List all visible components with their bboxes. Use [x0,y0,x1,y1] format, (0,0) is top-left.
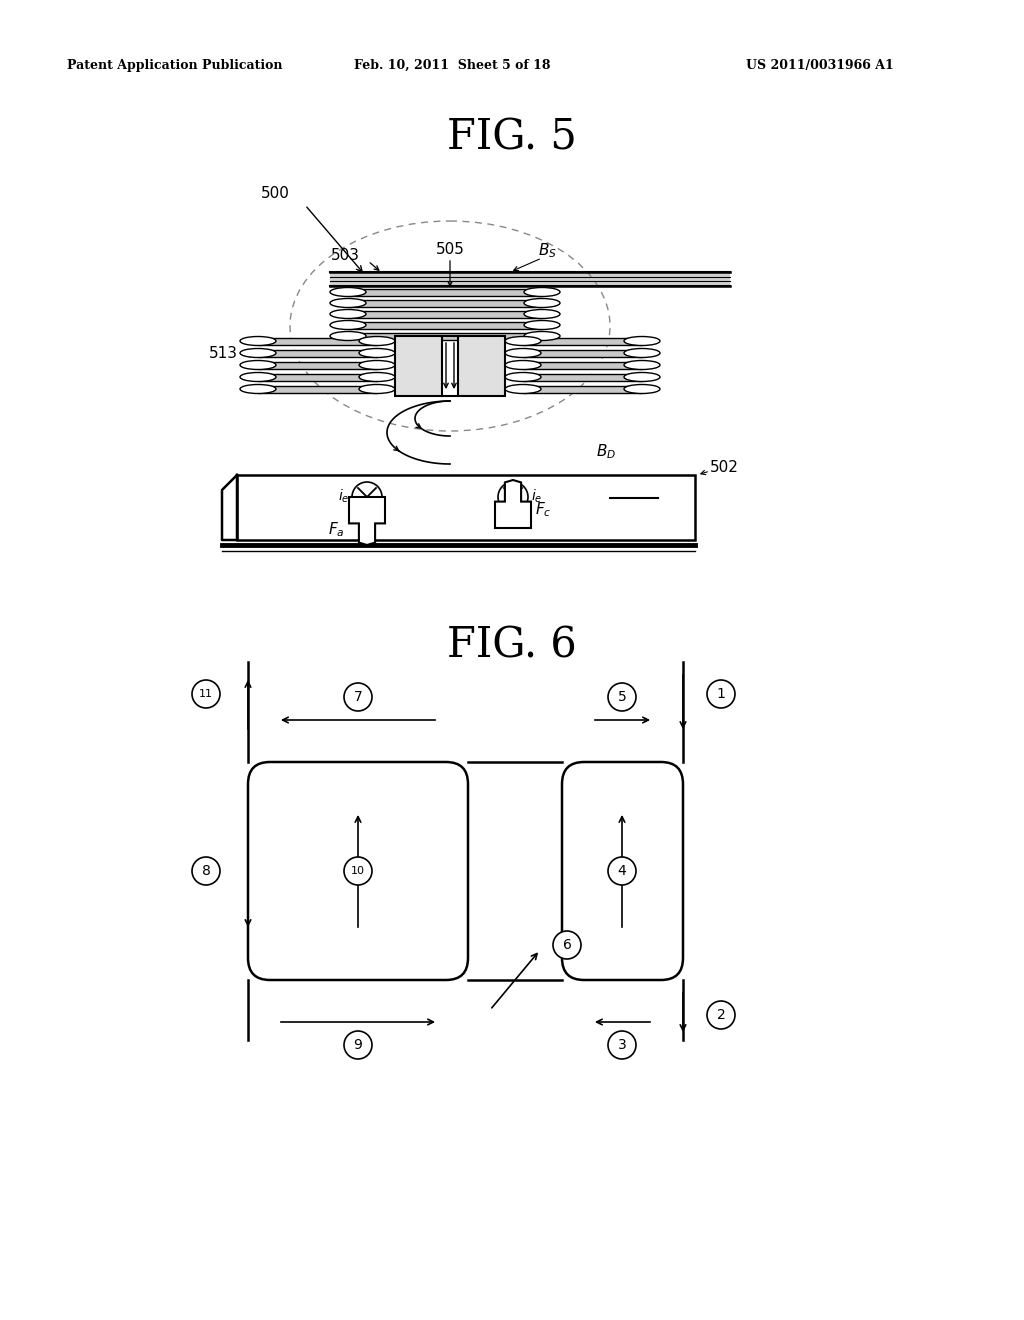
Ellipse shape [624,384,660,393]
Text: $F_a$: $F_a$ [329,520,345,540]
Ellipse shape [524,298,560,308]
Ellipse shape [624,348,660,358]
Text: 2: 2 [717,1008,725,1022]
Bar [523,350,642,356]
Bar [523,385,642,392]
Ellipse shape [240,360,276,370]
Text: 9: 9 [353,1038,362,1052]
Ellipse shape [505,372,541,381]
Bar [348,300,542,306]
Ellipse shape [330,298,366,308]
Ellipse shape [524,331,560,341]
Text: 3: 3 [617,1038,627,1052]
Ellipse shape [505,384,541,393]
Ellipse shape [330,331,366,341]
Ellipse shape [240,384,276,393]
Text: 8: 8 [202,865,211,878]
Text: 7: 7 [353,690,362,704]
Bar [458,337,505,396]
Circle shape [344,682,372,711]
Text: 513: 513 [209,346,238,360]
Circle shape [553,931,581,960]
Bar [258,350,377,356]
Text: FIG. 5: FIG. 5 [447,117,577,158]
Ellipse shape [524,321,560,330]
Bar [258,374,377,380]
Text: 4: 4 [617,865,627,878]
Circle shape [608,857,636,884]
Ellipse shape [359,348,395,358]
Text: 6: 6 [562,939,571,952]
Text: 1: 1 [717,686,725,701]
Ellipse shape [240,348,276,358]
Circle shape [352,482,382,512]
Circle shape [344,1031,372,1059]
Text: $i_e$: $i_e$ [338,487,349,504]
Bar [523,362,642,368]
Bar [258,362,377,368]
Circle shape [707,1001,735,1030]
Circle shape [193,680,220,708]
Polygon shape [349,498,385,545]
Text: $i_e$: $i_e$ [531,487,543,504]
Ellipse shape [330,321,366,330]
Ellipse shape [330,288,366,297]
Ellipse shape [524,288,560,297]
Ellipse shape [359,360,395,370]
Text: US 2011/0031966 A1: US 2011/0031966 A1 [746,58,894,71]
Bar [395,337,442,396]
Text: $F_c$: $F_c$ [535,500,552,519]
Ellipse shape [359,337,395,346]
Ellipse shape [624,372,660,381]
FancyBboxPatch shape [248,762,468,979]
FancyBboxPatch shape [237,475,695,540]
Ellipse shape [359,384,395,393]
Polygon shape [495,480,531,528]
Text: 505: 505 [435,242,465,256]
Text: $B_D$: $B_D$ [596,442,616,462]
Circle shape [498,482,528,512]
Text: 502: 502 [710,461,739,475]
Ellipse shape [624,337,660,346]
Bar [523,374,642,380]
Bar [258,385,377,392]
Ellipse shape [505,360,541,370]
Circle shape [344,857,372,884]
Text: 500: 500 [261,186,290,201]
Bar [348,289,542,296]
Bar [258,338,377,345]
Text: 503: 503 [331,248,360,264]
Circle shape [193,857,220,884]
Text: Feb. 10, 2011  Sheet 5 of 18: Feb. 10, 2011 Sheet 5 of 18 [353,58,550,71]
Ellipse shape [524,309,560,318]
Text: 10: 10 [351,866,365,876]
Ellipse shape [505,337,541,346]
Ellipse shape [359,372,395,381]
Text: FIG. 6: FIG. 6 [447,624,577,667]
Text: 11: 11 [199,689,213,700]
Circle shape [707,680,735,708]
Circle shape [608,682,636,711]
Bar [348,310,542,318]
Ellipse shape [624,360,660,370]
Ellipse shape [330,309,366,318]
Bar [523,338,642,345]
Polygon shape [222,475,237,540]
Ellipse shape [505,348,541,358]
Bar [348,333,542,339]
Text: $B_S$: $B_S$ [538,242,557,260]
Text: 5: 5 [617,690,627,704]
Ellipse shape [240,337,276,346]
Bar [348,322,542,329]
Ellipse shape [240,372,276,381]
Bar [330,272,730,286]
Circle shape [608,1031,636,1059]
Text: Patent Application Publication: Patent Application Publication [68,58,283,71]
FancyBboxPatch shape [562,762,683,979]
